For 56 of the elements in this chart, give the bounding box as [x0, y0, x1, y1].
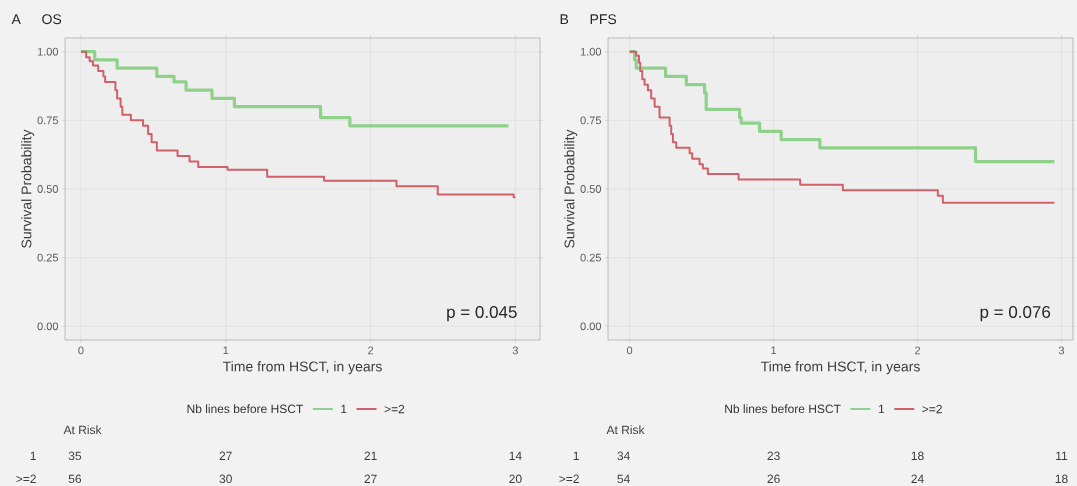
x-tick-label: 0: [626, 346, 633, 355]
y-tick-label: 1.00: [580, 47, 602, 56]
text: 11: [1056, 451, 1068, 460]
chart-title: B: [560, 14, 569, 24]
text: 27: [219, 451, 232, 460]
y-tick-label: 0.50: [37, 184, 59, 193]
y-tick-label: 0.50: [580, 184, 602, 193]
y-axis-title: Survival Probability: [21, 129, 35, 248]
text: 18: [911, 451, 924, 460]
text: 24: [911, 474, 924, 483]
y-tick-label: 0.75: [37, 116, 58, 125]
legend-label: >=2: [384, 404, 405, 413]
text: 26: [767, 474, 780, 483]
y-tick-label: 0.75: [580, 116, 601, 125]
legend-label: >=2: [922, 404, 942, 413]
y-tick-label: 0.00: [580, 322, 602, 330]
text: 27: [364, 474, 377, 483]
annotation: p = 0.076: [980, 305, 1051, 322]
text: At Risk: [63, 425, 102, 434]
x-axis-title: Time from HSCT, in years: [760, 360, 920, 374]
text: 21: [364, 451, 377, 460]
y-tick-label: 0.25: [580, 253, 601, 262]
x-axis-title: Time from HSCT, in years: [222, 360, 382, 374]
x-tick-label: 3: [1058, 346, 1065, 355]
legend-title: Nb lines before HSCT: [725, 404, 841, 413]
text: At Risk: [606, 425, 645, 434]
x-tick-label: 2: [368, 346, 374, 354]
text: 34: [617, 451, 630, 460]
chart-title: A: [11, 14, 21, 24]
chart-subtitle: PFS: [590, 13, 617, 24]
text: 18: [1055, 474, 1068, 483]
text: 1: [30, 451, 36, 460]
legend-label: 1: [341, 404, 347, 413]
text: 23: [767, 451, 780, 460]
x-tick-label: 0: [78, 346, 84, 355]
text: >=2: [559, 474, 579, 483]
text: 1: [573, 451, 579, 460]
x-tick-label: 1: [771, 346, 777, 354]
legend-label: 1: [878, 404, 885, 413]
text: 56: [68, 474, 82, 483]
text: 54: [617, 474, 630, 483]
annotation: p = 0.045: [447, 305, 517, 322]
x-tick-label: 2: [915, 346, 921, 354]
y-axis-title: Survival Probability: [564, 129, 578, 248]
y-tick-label: 0.00: [37, 322, 59, 330]
x-tick-label: 1: [223, 346, 229, 354]
text: 30: [219, 474, 232, 483]
y-tick-label: 1.00: [37, 47, 59, 56]
y-tick-label: 0.25: [37, 253, 58, 262]
x-tick-label: 3: [512, 346, 518, 355]
chart-subtitle: OS: [42, 13, 62, 24]
text: 20: [509, 474, 522, 483]
text: 35: [68, 451, 82, 460]
legend-title: Nb lines before HSCT: [187, 404, 303, 413]
text: >=2: [16, 474, 36, 483]
text: 14: [509, 451, 522, 460]
